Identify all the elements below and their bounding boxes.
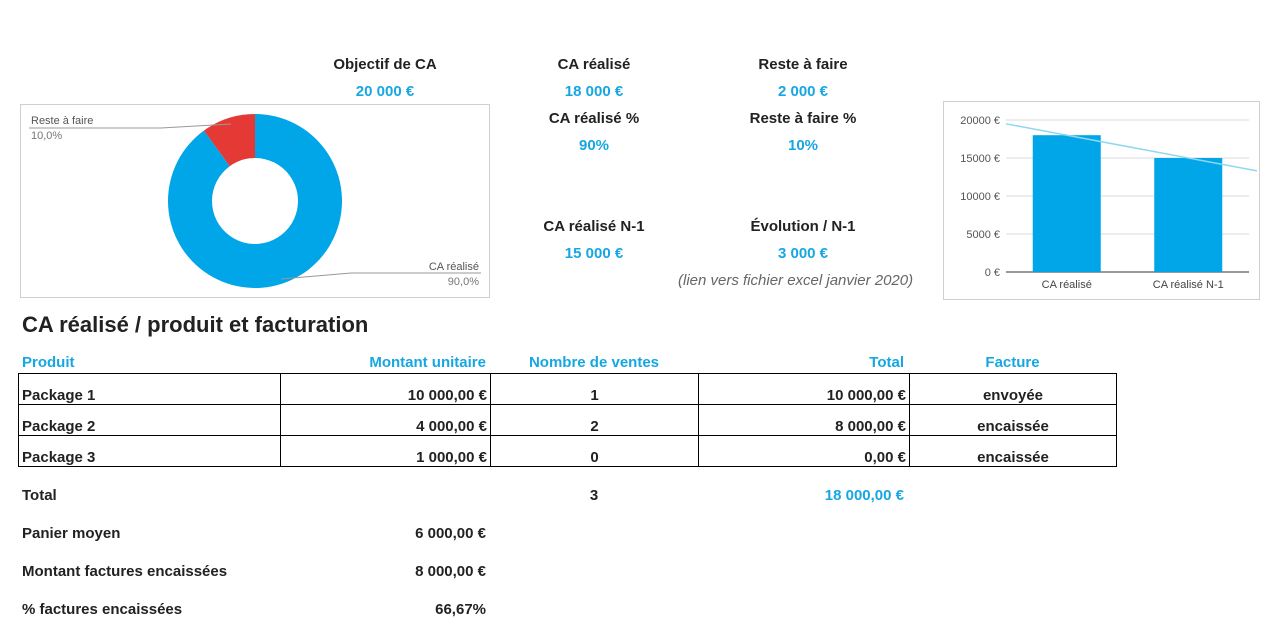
ca-pct-label: CA réalisé % — [548, 110, 640, 127]
cell-total[interactable]: 10 000,00 € — [698, 373, 910, 405]
table-row: Package 3 1 000,00 € 0 0,00 € encaissée — [18, 435, 1117, 467]
trendline — [1005, 123, 1258, 172]
bar-chart[interactable]: 0 € 5000 € 10000 € 15000 € 20000 € CA réalis… — [943, 101, 1260, 300]
y-tick-label: 0 € — [985, 267, 1000, 279]
x-tick-label: CA réalisé N-1 — [1153, 279, 1224, 291]
bar-1[interactable] — [1154, 158, 1223, 272]
cell-facture[interactable]: encaissée — [909, 404, 1117, 436]
pie-value-reste: 10,0% — [31, 130, 62, 142]
evolution-value: 3 000 € — [777, 245, 829, 262]
cell-total[interactable]: 8 000,00 € — [698, 404, 910, 436]
sales-table: Package 1 10 000,00 € 1 10 000,00 € envo… — [18, 373, 1117, 467]
header-nombre: Nombre de ventes — [528, 354, 660, 371]
ca-realise-label: CA réalisé — [557, 56, 631, 73]
objectif-label: Objectif de CA — [333, 56, 437, 73]
encaisse-value: 8 000,00 € — [415, 563, 486, 580]
cell-montant[interactable]: 1 000,00 € — [280, 435, 491, 467]
header-total: Total — [869, 354, 904, 371]
section-title: CA réalisé / produit et facturation — [22, 312, 369, 337]
cell-produit[interactable]: Package 1 — [18, 373, 281, 405]
cell-nombre[interactable]: 0 — [490, 435, 699, 467]
ca-realise-value: 18 000 € — [564, 83, 624, 100]
pie-slice-ca-realise[interactable] — [168, 114, 342, 288]
y-tick-label: 20000 € — [960, 115, 1000, 127]
cell-produit[interactable]: Package 2 — [18, 404, 281, 436]
pie-label-reste: Reste à faire — [31, 115, 93, 127]
cell-total[interactable]: 0,00 € — [698, 435, 910, 467]
reste-value: 2 000 € — [777, 83, 829, 100]
donut-chart-svg: Reste à faire 10,0% CA réalisé 90,0% — [29, 114, 481, 288]
leader-line-ca — [280, 272, 352, 280]
cell-nombre[interactable]: 1 — [490, 373, 699, 405]
pie-slice-reste[interactable] — [203, 114, 255, 167]
cell-facture[interactable]: envoyée — [909, 373, 1117, 405]
pct-encaisse-label: % factures encaissées — [22, 601, 183, 618]
reste-label: Reste à faire — [758, 56, 848, 73]
bar-0[interactable] — [1032, 135, 1101, 272]
panier-value: 6 000,00 € — [415, 525, 486, 542]
header-montant: Montant unitaire — [369, 354, 486, 371]
reste-pct-label: Reste à faire % — [749, 110, 857, 127]
ca-n1-label: CA réalisé N-1 — [543, 218, 645, 235]
header-produit: Produit — [22, 354, 75, 371]
cell-facture[interactable]: encaissée — [909, 435, 1117, 467]
x-tick-label: CA réalisé — [1042, 279, 1092, 291]
reste-pct-value: 10% — [787, 137, 819, 154]
ca-pct-value: 90% — [578, 137, 610, 154]
pct-encaisse-value: 66,67% — [435, 601, 486, 618]
total-amount: 18 000,00 € — [824, 487, 904, 504]
table-row: Package 2 4 000,00 € 2 8 000,00 € encais… — [18, 404, 1117, 436]
total-count: 3 — [589, 487, 599, 504]
evolution-label: Évolution / N-1 — [750, 218, 856, 235]
y-tick-label: 15000 € — [960, 153, 1000, 165]
cell-produit[interactable]: Package 3 — [18, 435, 281, 467]
y-tick-label: 10000 € — [960, 191, 1000, 203]
pie-label-ca: CA réalisé — [429, 261, 479, 273]
bar-chart-svg: 0 € 5000 € 10000 € 15000 € 20000 € CA réalis… — [960, 115, 1258, 291]
total-label: Total — [22, 487, 57, 504]
cell-montant[interactable]: 4 000,00 € — [280, 404, 491, 436]
cell-nombre[interactable]: 2 — [490, 404, 699, 436]
panier-label: Panier moyen — [22, 525, 121, 542]
ca-n1-value: 15 000 € — [564, 245, 624, 262]
table-row: Package 1 10 000,00 € 1 10 000,00 € envo… — [18, 373, 1117, 405]
leader-line-reste-2 — [160, 123, 232, 129]
objectif-value: 20 000 € — [355, 83, 415, 100]
donut-chart[interactable]: Reste à faire 10,0% CA réalisé 90,0% — [20, 104, 490, 298]
cell-montant[interactable]: 10 000,00 € — [280, 373, 491, 405]
pie-value-ca: 90,0% — [448, 276, 479, 288]
encaisse-label: Montant factures encaissées — [22, 563, 228, 580]
excel-link-note[interactable]: (lien vers fichier excel janvier 2020) — [678, 272, 914, 289]
y-tick-label: 5000 € — [966, 229, 1000, 241]
header-facture: Facture — [985, 354, 1040, 371]
